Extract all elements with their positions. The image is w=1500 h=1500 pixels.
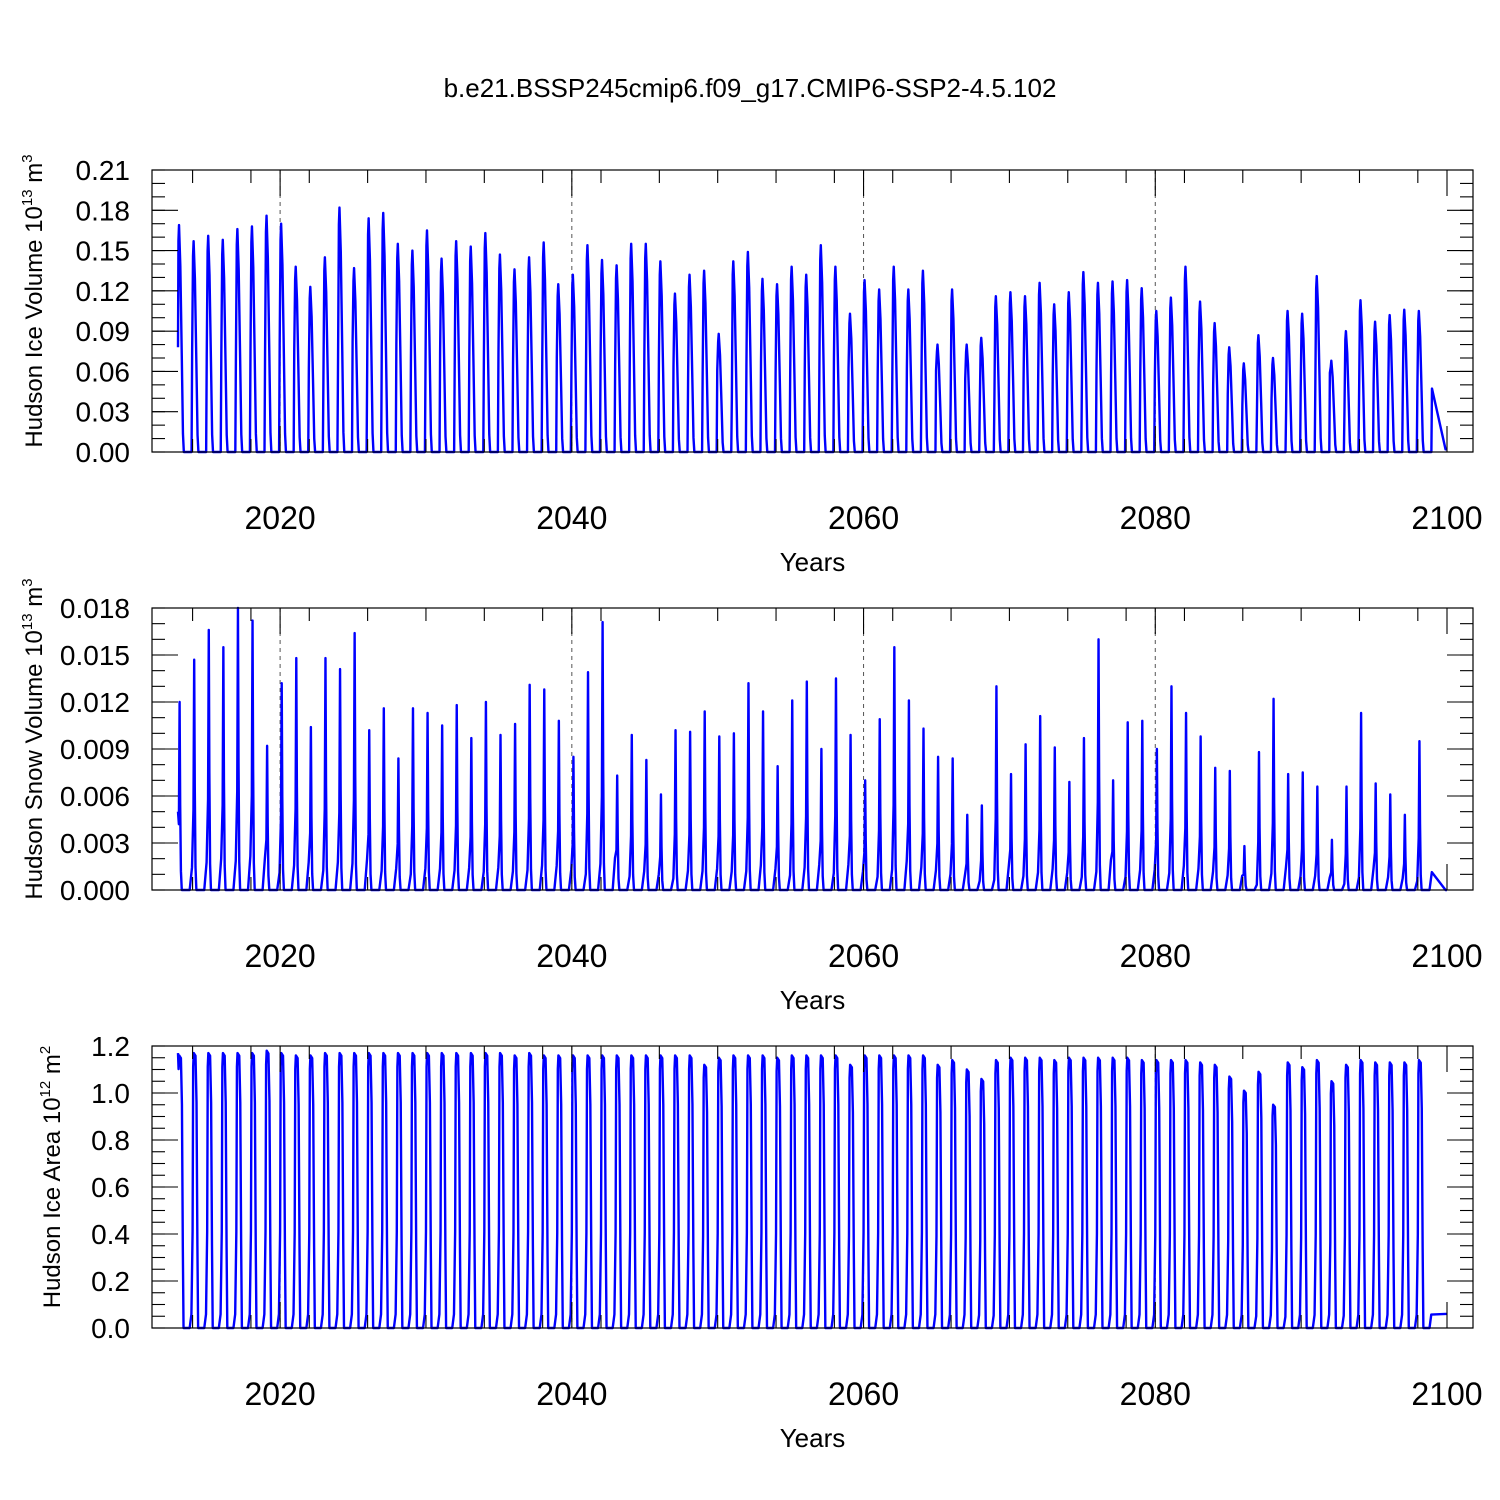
- x-tick-label: 2020: [245, 500, 316, 536]
- y-tick-label: 0.8: [91, 1125, 130, 1156]
- x-tick-label: 2080: [1120, 500, 1191, 536]
- plot-frame: [151, 169, 1474, 453]
- y-tick-label: 0.18: [76, 195, 131, 226]
- x-tick-label: 2020: [245, 1376, 316, 1412]
- y-axis-label-unit: m: [21, 587, 48, 614]
- y-tick-label: 0.00: [76, 437, 131, 468]
- y-tick-label: 0.6: [91, 1172, 130, 1203]
- y-axis-label-main: Hudson Ice Area 10: [39, 1097, 66, 1308]
- y-tick-label: 0.015: [60, 640, 130, 671]
- y-axis-label-main: Hudson Snow Volume 10: [21, 630, 48, 900]
- chart-panel-3: 0.0 0.2 0.4 0.6 0.8 1.0 1.2 2020 2040 2060 2080 210…: [37, 1031, 1483, 1453]
- x-tick-label: 2060: [828, 1376, 899, 1412]
- data-series-line: [176, 606, 1447, 892]
- y-tick-label: 1.0: [91, 1078, 130, 1109]
- y-tick-label: 0.000: [60, 875, 130, 906]
- y-tick-label: 0.15: [76, 236, 131, 267]
- y-tick-label: 0.003: [60, 828, 130, 859]
- x-tick-label: 2020: [245, 938, 316, 974]
- x-tick-label: 2080: [1120, 1376, 1191, 1412]
- x-tick-label: 2080: [1120, 938, 1191, 974]
- x-tick-label: 2100: [1411, 500, 1482, 536]
- x-tick-label: 2100: [1411, 1376, 1482, 1412]
- y-tick-label: 1.2: [91, 1031, 130, 1062]
- y-tick-label: 0.2: [91, 1266, 130, 1297]
- y-tick-label: 0.009: [60, 734, 130, 765]
- x-axis-label: Years: [780, 985, 846, 1015]
- figure-title: b.e21.BSSP245cmip6.f09_g17.CMIP6-SSP2-4.…: [444, 73, 1057, 103]
- y-tick-label: 0.0: [91, 1313, 130, 1344]
- y-axis-label-unit-exponent: 2: [37, 1046, 54, 1054]
- y-tick-label: 0.006: [60, 781, 130, 812]
- y-axis-label: Hudson Snow Volume 1013 m3: [19, 578, 48, 899]
- y-axis-label: Hudson Ice Volume 1013 m3: [19, 154, 48, 447]
- y-tick-label: 0.21: [76, 155, 131, 186]
- x-tick-label: 2040: [536, 500, 607, 536]
- y-axis-label-exponent: 13: [19, 189, 36, 206]
- y-tick-label: 0.012: [60, 687, 130, 718]
- y-tick-label: 0.09: [76, 316, 131, 347]
- y-axis-label-unit-exponent: 3: [19, 154, 36, 162]
- x-tick-label: 2040: [536, 1376, 607, 1412]
- x-axis-label: Years: [780, 1423, 846, 1453]
- x-tick-label: 2040: [536, 938, 607, 974]
- y-tick-label: 0.06: [76, 356, 131, 387]
- y-axis-label-unit-exponent: 3: [19, 578, 36, 586]
- y-axis-label-unit: m: [21, 163, 48, 190]
- y-axis-label-exponent: 13: [19, 613, 36, 630]
- y-tick-label: 0.12: [76, 276, 131, 307]
- y-tick-label: 0.03: [76, 397, 131, 428]
- x-tick-label: 2060: [828, 938, 899, 974]
- y-tick-label: 0.018: [60, 593, 130, 624]
- chart-panel-2: 0.000 0.003 0.006 0.009 0.012 0.015 0.018 2020 2…: [19, 578, 1483, 1015]
- x-tick-label: 2100: [1411, 938, 1482, 974]
- y-axis-label-unit: m: [39, 1054, 66, 1081]
- y-axis-label-exponent: 12: [37, 1081, 54, 1098]
- y-tick-label: 0.4: [91, 1219, 130, 1250]
- x-axis-label: Years: [780, 547, 846, 577]
- chart-panel-1: 0.00 0.03 0.06 0.09 0.12 0.15 0.18 0.21 2020 2040…: [19, 154, 1483, 577]
- y-axis-label-main: Hudson Ice Volume 10: [21, 206, 48, 448]
- x-tick-label: 2060: [828, 500, 899, 536]
- y-axis-label: Hudson Ice Area 1012 m2: [37, 1046, 66, 1309]
